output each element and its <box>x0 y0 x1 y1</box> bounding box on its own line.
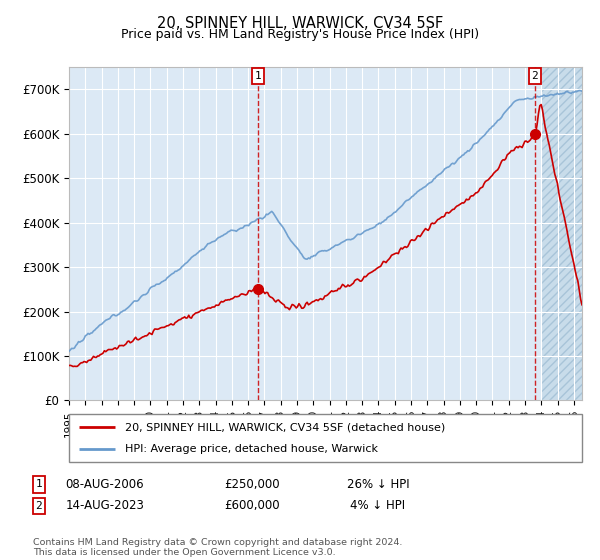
Text: £600,000: £600,000 <box>224 499 280 512</box>
Text: Contains HM Land Registry data © Crown copyright and database right 2024.
This d: Contains HM Land Registry data © Crown c… <box>33 538 403 557</box>
Text: 1: 1 <box>35 479 43 489</box>
Bar <box>541 67 582 400</box>
Text: 2: 2 <box>532 71 538 81</box>
Text: 08-AUG-2006: 08-AUG-2006 <box>65 478 145 491</box>
Text: 14-AUG-2023: 14-AUG-2023 <box>65 499 145 512</box>
Text: £250,000: £250,000 <box>224 478 280 491</box>
Text: 20, SPINNEY HILL, WARWICK, CV34 5SF (detached house): 20, SPINNEY HILL, WARWICK, CV34 5SF (det… <box>125 422 446 432</box>
Text: 26% ↓ HPI: 26% ↓ HPI <box>347 478 409 491</box>
Text: 2: 2 <box>35 501 43 511</box>
Text: 20, SPINNEY HILL, WARWICK, CV34 5SF: 20, SPINNEY HILL, WARWICK, CV34 5SF <box>157 16 443 31</box>
Text: HPI: Average price, detached house, Warwick: HPI: Average price, detached house, Warw… <box>125 444 379 454</box>
Text: 1: 1 <box>254 71 261 81</box>
Text: 4% ↓ HPI: 4% ↓ HPI <box>350 499 406 512</box>
FancyBboxPatch shape <box>69 414 582 462</box>
Text: Price paid vs. HM Land Registry's House Price Index (HPI): Price paid vs. HM Land Registry's House … <box>121 28 479 41</box>
